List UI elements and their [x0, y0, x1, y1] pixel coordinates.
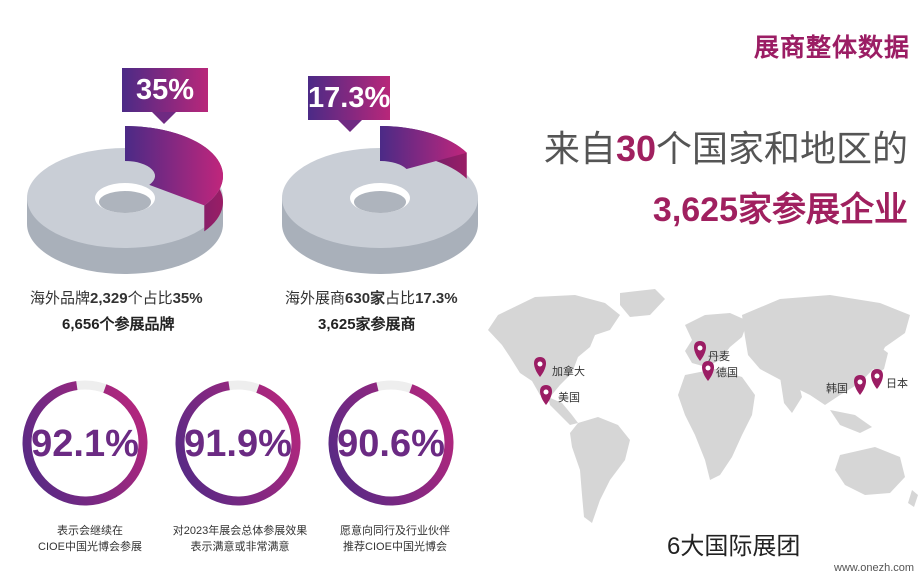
asia-shape — [742, 295, 910, 405]
ring-1-value: 92.1% — [31, 423, 139, 465]
ring-1-caption: 表示会继续在 CIOE中国光博会参展 — [10, 523, 170, 555]
pie-1-callout: 35% — [122, 68, 208, 124]
map-pin-icon — [694, 341, 706, 361]
map-caption: 6大国际展团 — [667, 533, 801, 560]
pie-2-caption-c: 占比 — [385, 290, 416, 307]
map-pin-dot — [705, 365, 711, 371]
headline-exhibitors: 3,625家参展企业 — [652, 191, 908, 229]
pie-chart-1-body — [27, 126, 223, 274]
southeast-asia-shape — [830, 410, 872, 433]
map-label-korea: 韩国 — [826, 383, 848, 395]
map-pin-icon — [871, 369, 883, 389]
ring-3: 90.6% — [328, 380, 454, 506]
central-america-shape — [548, 397, 578, 425]
new-zealand-shape — [908, 490, 918, 507]
pie-2-caption: 海外展商630家占比17.3% — [285, 287, 458, 308]
japan-shape — [872, 347, 888, 375]
map-label-germany: 德国 — [716, 367, 738, 379]
pie-1-caption-c: 个占比 — [127, 290, 173, 307]
map-label-japan: 日本 — [886, 378, 908, 390]
pie-1-caption-b: 2,329 — [90, 290, 128, 307]
watermark: www.onezh.com — [834, 562, 915, 574]
map-label-canada: 加拿大 — [552, 366, 585, 378]
map-pin-shape — [694, 341, 706, 361]
south-america-shape — [570, 417, 630, 523]
map-pin-shape — [854, 375, 866, 395]
ring-3-caption-line1: 愿意向同行及行业伙伴 — [340, 525, 450, 537]
pie-chart-overseas-brands — [27, 126, 223, 274]
map-pin-dot — [543, 389, 549, 395]
pie-2-caption-d: 17.3% — [415, 290, 458, 307]
satisfaction-rings: 92.1% 91.9% 90.6% — [22, 380, 454, 506]
australia-shape — [835, 447, 905, 495]
pie-2-slice-highlight — [380, 126, 467, 170]
ring-2-caption-line1: 对2023年展会总体参展效果 — [172, 525, 308, 537]
pie-1-caption: 海外品牌2,329个占比35% — [30, 287, 203, 308]
map-pin-dot — [697, 345, 703, 351]
map-pin-icon — [702, 361, 714, 381]
pie-2-caption-a: 海外展商 — [285, 290, 346, 307]
africa-shape — [678, 369, 755, 480]
headline-prefix: 来自 — [543, 128, 616, 169]
greenland-shape — [620, 289, 665, 317]
pie-2-caption-total: 3,625家参展商 — [318, 316, 416, 333]
ring-1-progress — [22, 380, 148, 506]
pie-chart-overseas-exhibitors — [282, 126, 478, 274]
map-pin-icon — [540, 385, 552, 405]
map-pin-shape — [871, 369, 883, 389]
map-pin-icon — [854, 375, 866, 395]
world-map — [488, 289, 918, 523]
pie-1-slice-highlight — [125, 126, 223, 206]
pie-chart-2-body — [282, 126, 478, 274]
map-pin-dot — [537, 361, 543, 367]
pie-1-caption-a: 海外品牌 — [30, 290, 91, 307]
map-pin-shape — [534, 357, 546, 377]
pie-1-caption-d: 35% — [172, 290, 203, 307]
ring-2-value: 91.9% — [184, 423, 292, 465]
headline-suffix: 个国家和地区的 — [655, 128, 908, 169]
map-label-usa: 美国 — [558, 392, 580, 404]
map-pin-icon — [534, 357, 546, 377]
ring-2-caption-line2: 表示满意或非常满意 — [190, 541, 290, 553]
ring-3-caption-line2: 推荐CIOE中国光博会 — [343, 541, 447, 553]
headline: 来自30个国家和地区的 — [544, 120, 908, 172]
world-map-landmass — [488, 289, 918, 523]
ring-1-caption-line1: 表示会继续在 — [57, 525, 123, 537]
pie-2-callout: 17.3% — [308, 76, 390, 132]
ring-3-value: 90.6% — [337, 423, 445, 465]
india-shape — [780, 377, 802, 413]
ring-3-caption: 愿意向同行及行业伙伴 推荐CIOE中国光博会 — [315, 523, 475, 555]
ring-2-caption: 对2023年展会总体参展效果 表示满意或非常满意 — [160, 523, 320, 555]
map-pin-shape — [702, 361, 714, 381]
pie-2-caption-b: 630家 — [345, 290, 386, 307]
ring-1-caption-line2: CIOE中国光博会参展 — [38, 541, 142, 553]
map-pin-dot — [857, 379, 863, 385]
pie-2-hole-depth — [354, 191, 406, 213]
map-pin-shape — [540, 385, 552, 405]
section-title: 展商整体数据 — [753, 34, 910, 62]
headline-number: 30 — [615, 128, 656, 169]
pie-1-hole-depth — [99, 191, 151, 213]
ring-2: 91.9% — [175, 380, 301, 506]
ring-1: 92.1% — [22, 380, 148, 506]
pie-1-caption-total: 6,656个参展品牌 — [62, 316, 175, 333]
map-pin-dot — [874, 373, 880, 379]
north-america-shape — [488, 295, 620, 397]
map-label-denmark: 丹麦 — [708, 351, 730, 363]
